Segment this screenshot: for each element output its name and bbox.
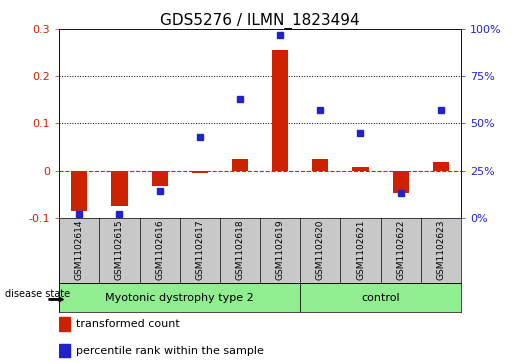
Text: Myotonic dystrophy type 2: Myotonic dystrophy type 2 [106,293,254,303]
Bar [312,159,329,171]
Text: percentile rank within the sample: percentile rank within the sample [76,346,264,356]
Bar [272,50,288,171]
Text: GSM1102616: GSM1102616 [155,220,164,280]
Text: GSM1102620: GSM1102620 [316,220,325,280]
Bar [392,171,409,193]
Bar [71,171,88,211]
Text: GSM1102619: GSM1102619 [276,220,285,280]
Bar [352,167,369,171]
Bar [232,159,248,171]
Bar [59,317,71,330]
Text: GSM1102622: GSM1102622 [396,220,405,280]
Bar [300,283,461,312]
Bar [151,171,168,186]
Text: GSM1102623: GSM1102623 [436,220,445,280]
Text: disease state: disease state [5,289,70,299]
Text: GSM1102615: GSM1102615 [115,220,124,280]
Bar [59,283,300,312]
Text: GSM1102614: GSM1102614 [75,220,84,280]
Text: GSM1102621: GSM1102621 [356,220,365,280]
Text: transformed count: transformed count [76,319,180,329]
Text: control: control [362,293,400,303]
Bar [111,171,128,206]
Bar [59,344,71,358]
Text: GSM1102617: GSM1102617 [195,220,204,280]
Title: GDS5276 / ILMN_1823494: GDS5276 / ILMN_1823494 [160,13,360,29]
Bar [433,162,449,171]
Text: GSM1102618: GSM1102618 [235,220,245,280]
Bar [192,171,208,173]
